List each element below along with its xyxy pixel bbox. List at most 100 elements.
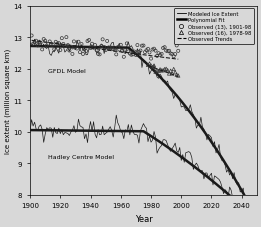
Point: [102, 46, 106, 49]
Point: [159, 69, 164, 73]
Point: [67, 49, 72, 53]
Point: [96, 53, 100, 57]
Point: [176, 50, 180, 53]
Point: [119, 44, 123, 47]
Point: [29, 35, 34, 38]
Point: [33, 41, 37, 45]
Point: [69, 46, 73, 49]
Point: [169, 52, 173, 56]
Point: [157, 70, 161, 74]
Point: [146, 48, 150, 51]
Point: [150, 66, 155, 69]
Point: [140, 45, 144, 48]
Point: [37, 42, 41, 45]
Point: [39, 42, 43, 45]
Text: Hadley Centre Model: Hadley Centre Model: [48, 155, 114, 160]
Point: [88, 47, 93, 51]
Point: [150, 48, 155, 52]
Point: [159, 53, 164, 57]
Point: [98, 53, 102, 57]
Point: [108, 47, 112, 51]
Point: [82, 48, 87, 51]
Point: [153, 50, 158, 53]
Point: [149, 64, 153, 68]
Point: [171, 68, 176, 72]
Point: [75, 47, 79, 51]
Point: [113, 49, 117, 53]
Point: [147, 62, 152, 66]
Point: [120, 50, 124, 53]
Point: [111, 48, 115, 52]
Point: [114, 53, 118, 57]
Point: [110, 47, 114, 50]
Point: [66, 44, 70, 48]
Point: [106, 46, 111, 50]
Point: [131, 53, 135, 57]
Text: GFDL Model: GFDL Model: [48, 69, 86, 74]
Point: [79, 43, 84, 47]
Point: [128, 52, 132, 56]
Point: [76, 41, 81, 44]
Point: [170, 72, 174, 76]
Point: [169, 70, 173, 73]
Point: [78, 51, 82, 55]
Point: [45, 44, 49, 48]
Point: [173, 71, 177, 75]
Point: [64, 36, 68, 40]
Point: [87, 39, 91, 43]
Point: [31, 43, 35, 46]
Point: [161, 47, 165, 51]
Point: [57, 42, 61, 46]
Point: [161, 69, 165, 73]
Point: [117, 49, 121, 52]
Point: [144, 49, 149, 53]
Point: [157, 52, 161, 56]
Point: [92, 47, 96, 50]
Point: [176, 74, 180, 78]
Point: [40, 48, 44, 52]
Point: [165, 50, 170, 54]
Point: [43, 40, 47, 43]
Y-axis label: Ice extent (million square km): Ice extent (million square km): [4, 48, 11, 153]
Point: [122, 56, 126, 59]
Point: [81, 53, 85, 57]
Point: [155, 55, 159, 58]
Point: [99, 45, 103, 49]
Point: [52, 48, 56, 52]
Point: [158, 68, 162, 72]
Point: [54, 41, 58, 44]
Point: [58, 49, 62, 53]
Point: [158, 54, 162, 57]
Point: [93, 44, 97, 48]
Point: [60, 37, 64, 41]
Point: [146, 64, 150, 67]
Point: [41, 38, 46, 42]
Point: [90, 43, 94, 46]
Point: [164, 68, 168, 71]
Point: [129, 54, 133, 57]
Point: [171, 55, 176, 59]
Point: [63, 45, 67, 49]
Point: [55, 42, 60, 46]
Point: [153, 71, 158, 74]
Point: [167, 72, 171, 76]
Point: [152, 64, 156, 68]
Point: [170, 53, 174, 57]
Point: [123, 49, 127, 53]
Point: [143, 51, 147, 55]
Point: [126, 50, 130, 54]
Point: [135, 44, 139, 48]
Point: [175, 44, 179, 48]
Legend: Modeled Ice Extent, Polynomial Fit, Observed (13), 1901-98, Observed (16), 1978-: Modeled Ice Extent, Polynomial Fit, Obse…: [174, 9, 254, 45]
Point: [104, 49, 108, 53]
Point: [105, 40, 109, 44]
Point: [46, 43, 50, 47]
Point: [100, 38, 105, 42]
Point: [137, 51, 141, 54]
Point: [141, 44, 146, 48]
Point: [85, 40, 90, 44]
Point: [152, 48, 156, 51]
Point: [165, 69, 170, 73]
Point: [116, 46, 120, 50]
Point: [155, 69, 159, 73]
